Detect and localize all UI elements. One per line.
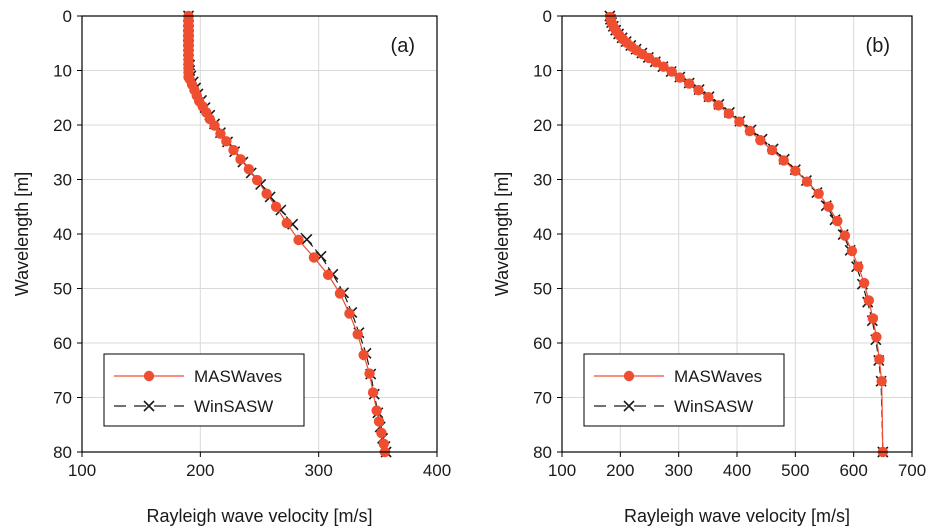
x-tick-label: 400 bbox=[423, 461, 451, 480]
y-tick-label: 50 bbox=[53, 280, 72, 299]
panel-label: (b) bbox=[866, 35, 890, 57]
x-axis-label: Rayleigh wave velocity [m/s] bbox=[624, 506, 850, 526]
y-tick-label: 80 bbox=[53, 443, 72, 462]
legend-box bbox=[583, 353, 785, 427]
y-tick-label: 10 bbox=[533, 62, 552, 81]
x-tick-label: 200 bbox=[606, 461, 634, 480]
data-point-winsasw bbox=[301, 233, 313, 246]
x-tick-label: 100 bbox=[548, 461, 576, 480]
x-axis-label: Rayleigh wave velocity [m/s] bbox=[146, 506, 372, 526]
legend: MASWaves WinSASW bbox=[583, 353, 785, 427]
series-line-maswaves bbox=[187, 16, 386, 453]
y-tick-label: 40 bbox=[533, 225, 552, 244]
chart-panel-a: 100 200 300 400 0 10 20 30 40 50 60 70 80 Rayleigh wa… bbox=[12, 7, 451, 526]
y-tick-label: 80 bbox=[533, 443, 552, 462]
x-tick-label: 600 bbox=[839, 461, 867, 480]
legend-marker-maswaves bbox=[623, 370, 635, 382]
legend-label-maswaves: MASWaves bbox=[674, 367, 762, 386]
y-tick-label: 60 bbox=[533, 334, 552, 353]
y-tick-label: 20 bbox=[53, 116, 72, 135]
y-tick-label: 10 bbox=[53, 62, 72, 81]
y-tick-label: 50 bbox=[533, 280, 552, 299]
y-tick-label: 0 bbox=[63, 7, 72, 26]
x-tick-label: 200 bbox=[186, 461, 214, 480]
legend-label-winsasw: WinSASW bbox=[194, 397, 273, 416]
legend-label-maswaves: MASWaves bbox=[194, 367, 282, 386]
legend: MASWaves WinSASW bbox=[103, 353, 305, 427]
y-tick-label: 70 bbox=[53, 389, 72, 408]
y-tick-label: 40 bbox=[53, 225, 72, 244]
y-tick-label: 0 bbox=[543, 7, 552, 26]
y-axis-label: Wavelength [m] bbox=[12, 172, 32, 296]
x-tick-label: 300 bbox=[304, 461, 332, 480]
legend-marker-winsasw bbox=[623, 400, 635, 412]
series-line-maswaves bbox=[609, 16, 884, 453]
x-tick-label: 300 bbox=[664, 461, 692, 480]
x-tick-label: 400 bbox=[723, 461, 751, 480]
legend-marker-maswaves bbox=[143, 370, 155, 382]
panel-label: (a) bbox=[391, 35, 415, 57]
x-tick-label: 500 bbox=[781, 461, 809, 480]
legend-label-winsasw: WinSASW bbox=[674, 397, 753, 416]
y-tick-label: 30 bbox=[533, 171, 552, 190]
legend-marker-winsasw bbox=[143, 400, 155, 412]
chart-panel-b: 100 200 300 400 500 600 700 0 10 20 30 40 50 60 70 80 Ra… bbox=[492, 7, 926, 526]
x-tick-label: 700 bbox=[898, 461, 926, 480]
legend-box bbox=[103, 353, 305, 427]
y-tick-label: 30 bbox=[53, 171, 72, 190]
y-tick-label: 20 bbox=[533, 116, 552, 135]
x-tick-label: 100 bbox=[68, 461, 96, 480]
y-axis-label: Wavelength [m] bbox=[492, 172, 512, 296]
y-tick-label: 60 bbox=[53, 334, 72, 353]
y-tick-label: 70 bbox=[533, 389, 552, 408]
